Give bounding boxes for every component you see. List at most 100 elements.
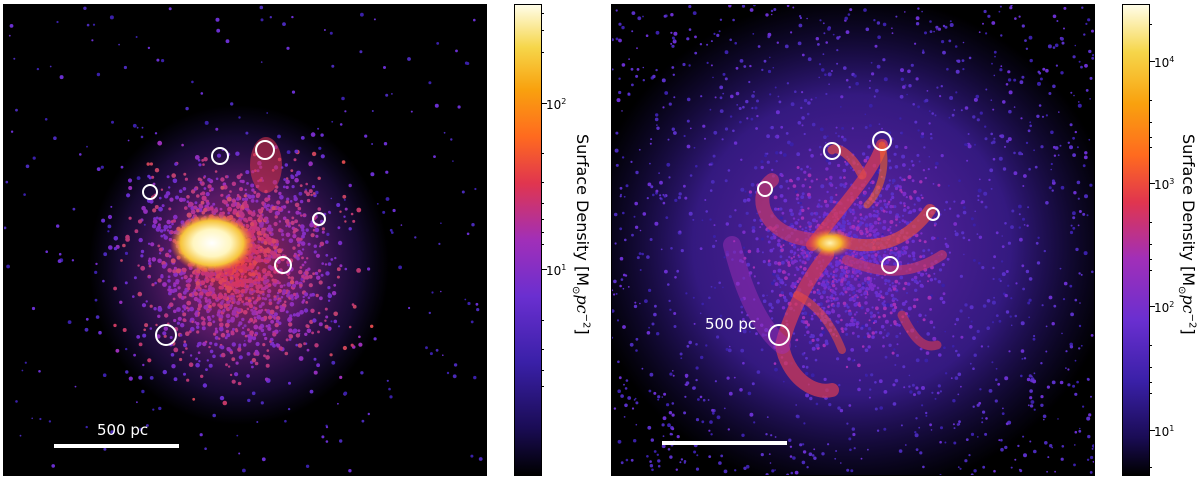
particle-speck [1082, 164, 1086, 168]
particle-speck [903, 178, 906, 182]
particle-speck [819, 153, 823, 156]
particle-speck [981, 417, 984, 420]
particle-speck [1020, 374, 1023, 378]
particle-speck [408, 306, 411, 310]
particle-speck [781, 306, 786, 310]
particle-speck [679, 352, 683, 356]
particle-speck [777, 276, 781, 281]
particle-speck [689, 127, 692, 130]
particle-speck [806, 112, 810, 116]
left-colorbar-title: Surface Density [M⊙pc−2] [569, 134, 592, 335]
particle-speck [998, 439, 1001, 442]
particle-speck [878, 315, 881, 319]
particle-speck [884, 291, 889, 296]
particle-speck [994, 399, 998, 403]
particle-speck [613, 279, 617, 284]
particle-speck [911, 179, 915, 183]
particle-speck [765, 473, 769, 475]
particle-speck [826, 295, 829, 299]
particle-speck [1067, 141, 1070, 144]
particle-speck [658, 172, 660, 175]
particle-speck [802, 316, 806, 320]
particle-speck [794, 470, 799, 475]
particle-speck [893, 152, 897, 156]
particle-speck [470, 454, 474, 458]
particle-speck [860, 306, 864, 310]
particle-speck [1092, 54, 1094, 57]
particle-speck [958, 420, 961, 424]
particle-speck [779, 184, 783, 189]
particle-speck [978, 401, 982, 405]
particle-speck [760, 453, 764, 457]
particle-speck [710, 433, 713, 436]
particle-speck [998, 156, 1003, 161]
particle-speck [827, 72, 832, 77]
particle-speck [688, 5, 692, 9]
particle-speck [827, 27, 831, 31]
particle-speck [1022, 217, 1025, 221]
particle-speck [762, 294, 765, 297]
particle-speck [969, 305, 974, 310]
particle-speck [929, 30, 933, 33]
particle-speck [719, 85, 724, 90]
particle-speck [710, 40, 713, 43]
particle-speck [896, 299, 899, 302]
particle-speck [944, 441, 947, 444]
particle-speck [464, 61, 469, 65]
particle-speck [990, 132, 993, 136]
particle-speck [800, 167, 803, 171]
particle-speck [669, 372, 673, 376]
particle-speck [819, 19, 822, 22]
particle-speck [835, 193, 838, 196]
particle-speck [664, 269, 668, 274]
particle-speck [861, 282, 865, 285]
particle-speck [905, 196, 908, 199]
particle-speck [876, 429, 880, 432]
particle-speck [1009, 315, 1012, 318]
particle-speck [879, 290, 883, 294]
particle-speck [953, 109, 956, 111]
particle-speck [894, 297, 897, 301]
particle-speck [1075, 247, 1079, 252]
particle-speck [766, 134, 770, 139]
particle-speck [773, 362, 777, 365]
particle-speck [908, 254, 912, 258]
particle-speck [710, 163, 713, 166]
particle-speck [810, 154, 814, 158]
particle-speck [688, 211, 693, 216]
particle-speck [663, 14, 667, 18]
particle-speck [613, 407, 617, 410]
particle-speck [888, 287, 892, 291]
particle-speck [942, 24, 946, 28]
particle-speck [649, 460, 652, 463]
particle-speck [905, 240, 910, 244]
particle-speck [826, 270, 829, 273]
particle-speck [337, 402, 339, 405]
particle-speck [1085, 89, 1089, 92]
particle-speck [993, 296, 996, 299]
particle-speck [928, 155, 931, 158]
particle-speck [662, 193, 665, 196]
left-colorbar-tick [541, 30, 544, 31]
particle-speck [1074, 130, 1077, 134]
particle-speck [904, 84, 907, 87]
particle-speck [8, 34, 11, 37]
particle-speck [839, 106, 842, 108]
particle-speck [888, 210, 893, 214]
particle-speck [821, 452, 825, 456]
particle-speck [979, 111, 983, 115]
particle-speck [888, 343, 892, 347]
particle-speck [1002, 407, 1004, 410]
particle-speck [797, 121, 802, 125]
particle-speck [957, 393, 960, 396]
particle-speck [853, 216, 857, 220]
particle-speck [913, 393, 916, 397]
particle-speck [291, 90, 296, 94]
particle-speck [959, 274, 963, 278]
particle-speck [902, 202, 906, 205]
particle-speck [667, 138, 670, 141]
particle-speck [904, 300, 908, 303]
particle-speck [680, 458, 684, 461]
particle-speck [839, 176, 842, 180]
particle-speck [767, 69, 772, 74]
